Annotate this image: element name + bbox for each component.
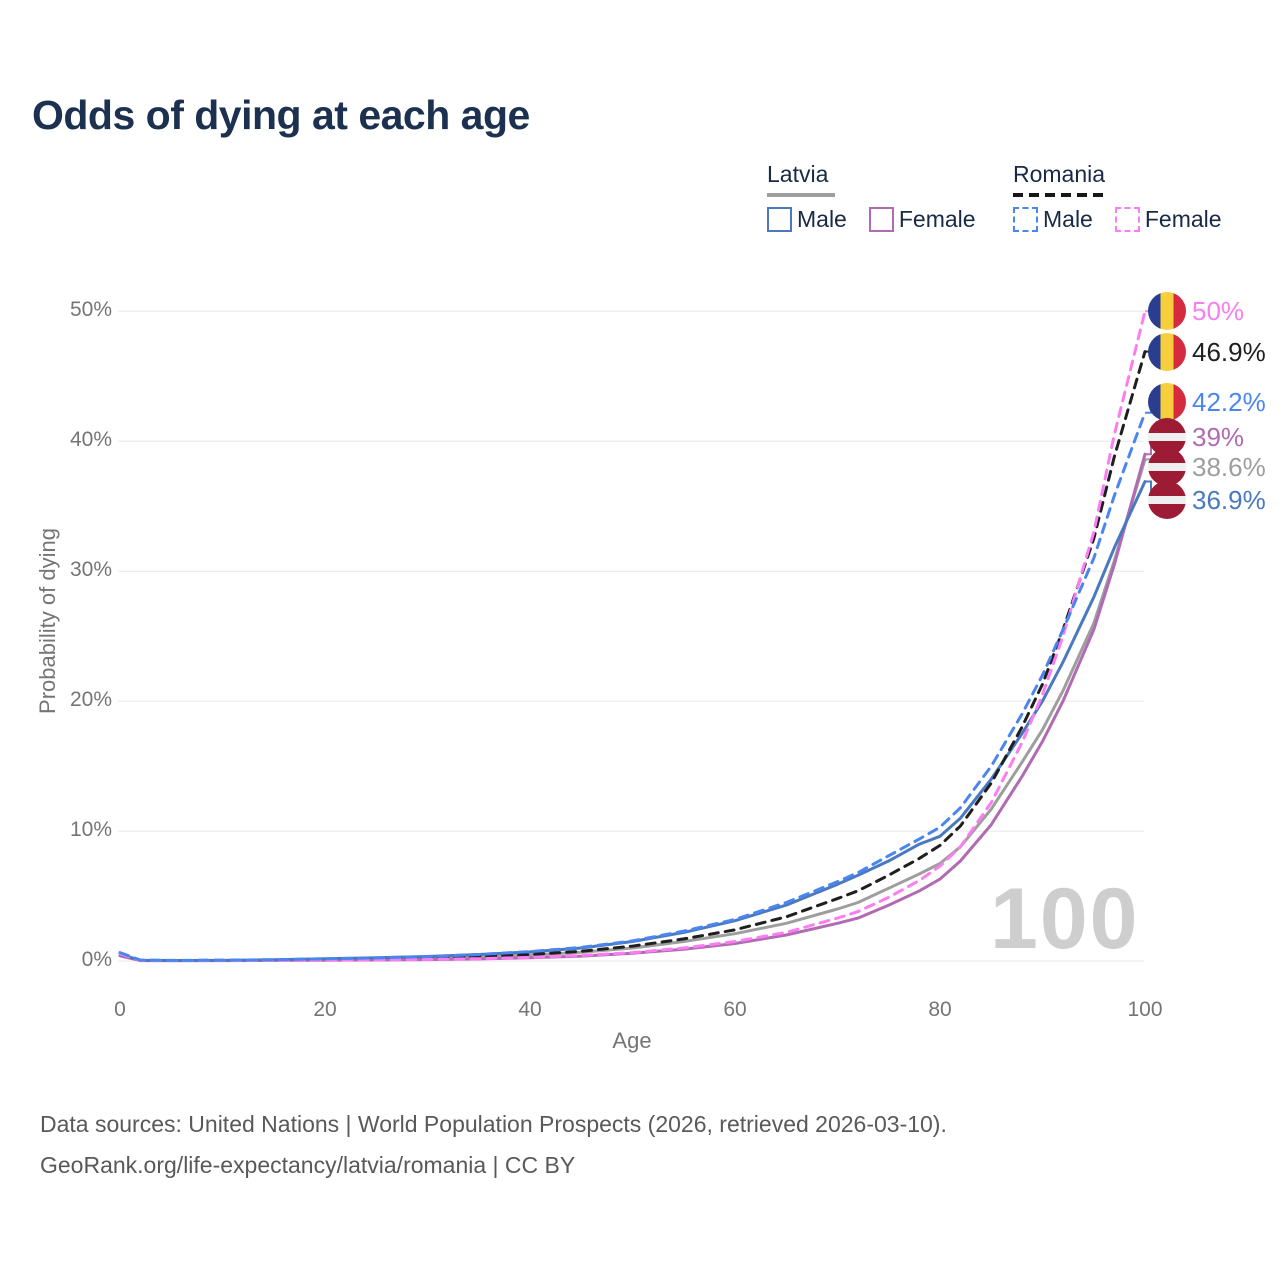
y-tick-50: 50% [69,298,112,322]
legend-item-romania-male[interactable]: Male [1013,206,1093,233]
legend-label-latvia-female: Female [898,206,976,232]
x-tick-0: 0 [114,998,126,1021]
legend-country-romania: Romania [1013,161,1106,187]
y-axis-title: Probability of dying [35,528,60,714]
end-label-2: 42.2% [1148,383,1266,421]
series-line-romania-male [118,411,1147,962]
x-tick-80: 80 [928,998,952,1021]
end-label-1: 46.9% [1148,333,1266,371]
x-tick-60: 60 [723,998,747,1021]
y-tick-20: 20% [69,688,112,712]
legend-item-romania-female[interactable]: Female [1114,206,1222,233]
romania-flag-icon [1148,333,1186,371]
legend-checkbox-latvia-male[interactable] [767,207,792,232]
latvia-flag-icon [1148,481,1186,519]
x-axis-title: Age [612,1028,652,1053]
legend-checkbox-romania-male[interactable] [1013,207,1038,232]
legend-label-latvia-male: Male [797,206,847,232]
end-label-value: 50% [1192,295,1245,326]
legend-group-latvia: Latvia Male Female [767,161,976,233]
source-line-1: Data sources: United Nations | World Pop… [40,1111,947,1137]
end-label-0: 50% [1148,292,1244,330]
source-line-2: GeoRank.org/life-expectancy/latvia/roman… [40,1152,576,1178]
x-tick-20: 20 [313,998,337,1021]
age-watermark: 100 [990,871,1140,967]
legend-checkbox-romania-female[interactable] [1114,207,1140,232]
legend-checkbox-latvia-female[interactable] [868,207,894,232]
end-label-value: 46.9% [1192,336,1266,367]
legend-romania-line-sample [1013,193,1109,197]
y-tick-10: 10% [69,818,112,842]
end-label-value: 39% [1192,421,1245,452]
latvia-flag-icon [1148,448,1186,486]
end-label-5: 36.9% [1148,481,1266,519]
series-line-romania-female [118,309,1147,963]
legend-group-romania: Romania Male Female [1013,161,1222,233]
legend-latvia-line-sample [767,193,835,197]
x-tick-100: 100 [1127,998,1163,1021]
legend-item-latvia-female[interactable]: Female [868,206,976,233]
page-title: Odds of dying at each age [32,92,530,138]
y-tick-30: 30% [69,558,112,582]
legend-label-romania-female: Female [1144,206,1222,232]
end-label-value: 42.2% [1192,386,1266,417]
y-tick-0: 0% [81,948,112,971]
legend-item-latvia-male[interactable]: Male [767,206,847,233]
end-label-4: 38.6% [1148,448,1266,486]
legend: Latvia Male Female Romania Male [0,161,1280,241]
romania-flag-icon [1148,383,1186,421]
y-tick-40: 40% [69,428,112,452]
end-label-value: 38.6% [1192,451,1266,482]
legend-country-latvia: Latvia [767,161,829,187]
source-attribution: Data sources: United Nations | World Pop… [40,1104,947,1186]
legend-label-romania-male: Male [1043,206,1093,232]
x-tick-40: 40 [518,998,542,1021]
end-label-value: 36.9% [1192,484,1266,515]
romania-flag-icon [1148,292,1186,330]
